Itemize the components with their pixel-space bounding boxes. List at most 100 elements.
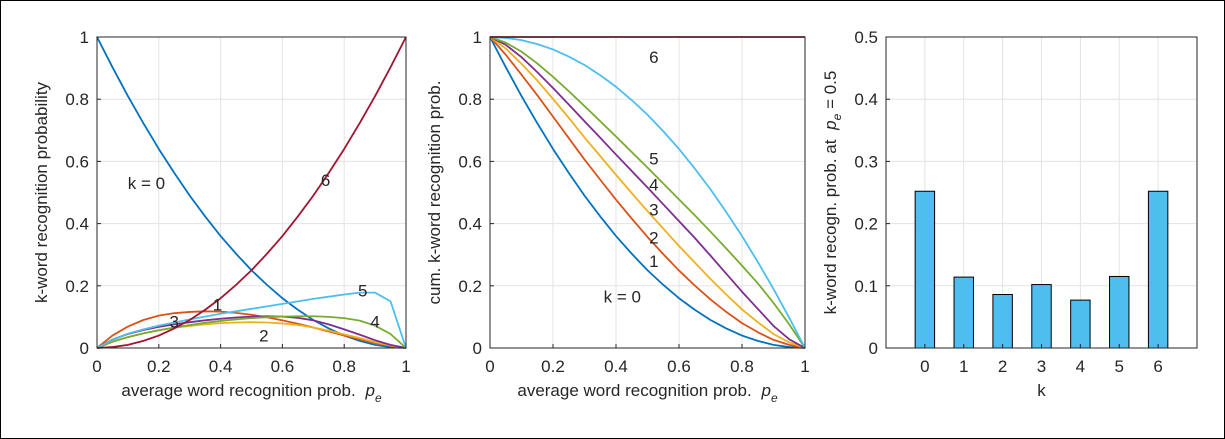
x-tick-label: 0.6 bbox=[667, 357, 691, 376]
y-tick-label: 0.1 bbox=[854, 277, 878, 296]
bar-2 bbox=[992, 294, 1013, 349]
y-tick-label: 0.4 bbox=[65, 215, 89, 234]
y-tick-label: 1 bbox=[473, 28, 482, 47]
x-tick-label: 6 bbox=[1153, 357, 1162, 376]
y-axis-label-suffix: = 0.5 bbox=[821, 71, 840, 114]
series-line-1 bbox=[96, 310, 407, 349]
x-tick-label: 1 bbox=[401, 357, 410, 376]
bar-3 bbox=[1031, 284, 1052, 349]
series-label-3: 3 bbox=[170, 313, 179, 332]
y-axis-label-subscript: e bbox=[830, 113, 844, 120]
y-axis-label-text: k-word recogn. prob. at bbox=[821, 139, 840, 314]
series-label-4: 4 bbox=[649, 176, 658, 195]
series-labels: k = 0 1 2 3 45 6 bbox=[128, 171, 380, 346]
y-tick-label: 0.8 bbox=[458, 90, 482, 109]
series-label-2: 2 bbox=[649, 229, 658, 248]
y-tick-labels: 0 0.1 0.2 0.3 0.4 0.5 bbox=[854, 28, 890, 358]
y-tick-label: 0.5 bbox=[854, 28, 878, 47]
y-tick-label: 0.4 bbox=[458, 215, 482, 234]
x-tick-label: 0.2 bbox=[541, 357, 565, 376]
bar-6 bbox=[1147, 190, 1169, 349]
series-line-0 bbox=[489, 36, 806, 349]
series-label-0: k = 0 bbox=[604, 288, 641, 307]
series-label-5: 5 bbox=[358, 281, 367, 300]
plot-area bbox=[914, 190, 1169, 349]
series-line-2 bbox=[489, 36, 806, 349]
x-axis-label-subscript: e bbox=[375, 391, 382, 405]
series-line-4 bbox=[96, 315, 407, 349]
y-axis-label: cum. k-word recognition prob. bbox=[425, 81, 444, 305]
series-label-1: 1 bbox=[649, 252, 658, 271]
bar-1 bbox=[953, 276, 974, 349]
x-tick-label: 2 bbox=[998, 357, 1007, 376]
series-labels: k = 0 1 2 3 4 5 6 bbox=[604, 48, 659, 306]
series-label-2: 2 bbox=[259, 327, 268, 346]
x-axis-label: average word recognition prob. pe bbox=[517, 381, 778, 405]
x-tick-label: 0.4 bbox=[604, 357, 628, 376]
panel-cumulative-probability: 0 0.2 0.4 0.6 0.8 1 0 0.2 0.4 0.6 0.8 1 k = 0 1 2 3 4 5… bbox=[425, 28, 810, 405]
bar-4 bbox=[1070, 299, 1091, 349]
x-tick-label: 0.8 bbox=[730, 357, 754, 376]
y-tick-label: 0.6 bbox=[65, 152, 89, 171]
y-tick-label: 0.6 bbox=[458, 152, 482, 171]
x-tick-label: 4 bbox=[1076, 357, 1085, 376]
x-axis-label-subscript: e bbox=[771, 391, 778, 405]
x-axis-label: k bbox=[1037, 381, 1046, 400]
axes-box bbox=[96, 36, 407, 349]
series-label-6: 6 bbox=[649, 48, 658, 67]
series-label-4: 4 bbox=[370, 313, 379, 332]
series-label-1: 1 bbox=[213, 295, 222, 314]
x-tick-label: 5 bbox=[1115, 357, 1124, 376]
y-tick-label: 0 bbox=[869, 339, 878, 358]
series-line-4 bbox=[489, 36, 806, 349]
x-axis-label-symbol: p bbox=[364, 381, 374, 400]
x-tick-labels: 0 0.2 0.4 0.6 0.8 1 bbox=[485, 344, 810, 376]
x-axis-label-text: average word recognition prob. bbox=[517, 381, 751, 400]
y-tick-labels: 0 0.2 0.4 0.6 0.8 1 bbox=[458, 28, 494, 358]
series-line-1 bbox=[489, 36, 806, 349]
x-tick-label: 0 bbox=[920, 357, 929, 376]
x-tick-label: 0 bbox=[485, 357, 494, 376]
x-tick-label: 3 bbox=[1037, 357, 1046, 376]
y-tick-label: 0.4 bbox=[854, 90, 878, 109]
y-tick-label: 0 bbox=[80, 339, 89, 358]
series-line-5 bbox=[96, 291, 407, 349]
x-tick-labels: 0 1 2 3 4 5 6 bbox=[920, 344, 1163, 376]
axes-box bbox=[489, 36, 806, 349]
series-label-5: 5 bbox=[649, 149, 658, 168]
x-tick-label: 0.4 bbox=[209, 357, 233, 376]
y-axis-label-symbol: p bbox=[821, 120, 840, 130]
x-tick-label: 0.8 bbox=[332, 357, 356, 376]
bar-5 bbox=[1109, 275, 1130, 349]
y-tick-label: 0.8 bbox=[65, 90, 89, 109]
plot-area bbox=[96, 36, 407, 349]
x-tick-labels: 0 0.2 0.4 0.6 0.8 1 bbox=[92, 344, 411, 376]
series-label-3: 3 bbox=[649, 201, 658, 220]
x-axis-label: average word recognition prob. pe bbox=[121, 381, 382, 405]
y-tick-label: 0.2 bbox=[458, 277, 482, 296]
x-axis-label-symbol: p bbox=[760, 381, 770, 400]
x-tick-label: 0 bbox=[92, 357, 101, 376]
series-line-5 bbox=[489, 36, 806, 349]
series-label-6: 6 bbox=[321, 171, 330, 190]
x-tick-label: 1 bbox=[959, 357, 968, 376]
x-tick-label: 0.6 bbox=[271, 357, 295, 376]
y-axis-label: k-word recogn. prob. at pe = 0.5 bbox=[821, 71, 844, 315]
y-tick-label: 1 bbox=[80, 28, 89, 47]
series-line-6 bbox=[96, 36, 407, 349]
x-tick-label: 1 bbox=[800, 357, 809, 376]
series-label-0: k = 0 bbox=[128, 174, 165, 193]
bar-0 bbox=[914, 190, 936, 349]
y-tick-label: 0.2 bbox=[854, 215, 878, 234]
x-axis-label-text: average word recognition prob. bbox=[121, 381, 355, 400]
y-tick-label: 0 bbox=[473, 339, 482, 358]
y-axis-label: k-word recognition probability bbox=[32, 81, 51, 303]
y-tick-label: 0.3 bbox=[854, 152, 878, 171]
panel-recognition-probability: 0 0.2 0.4 0.6 0.8 1 0 0.2 0.4 0.6 0.8 1 k = 0 1 2 3 45… bbox=[32, 28, 411, 405]
series-line-3 bbox=[489, 36, 806, 349]
y-tick-labels: 0 0.2 0.4 0.6 0.8 1 bbox=[65, 28, 101, 358]
panel-probability-bars: 0 1 2 3 4 5 6 0 0.1 0.2 0.3 0.4 0.5 k k-word recogn… bbox=[821, 28, 1198, 400]
y-tick-label: 0.2 bbox=[65, 277, 89, 296]
